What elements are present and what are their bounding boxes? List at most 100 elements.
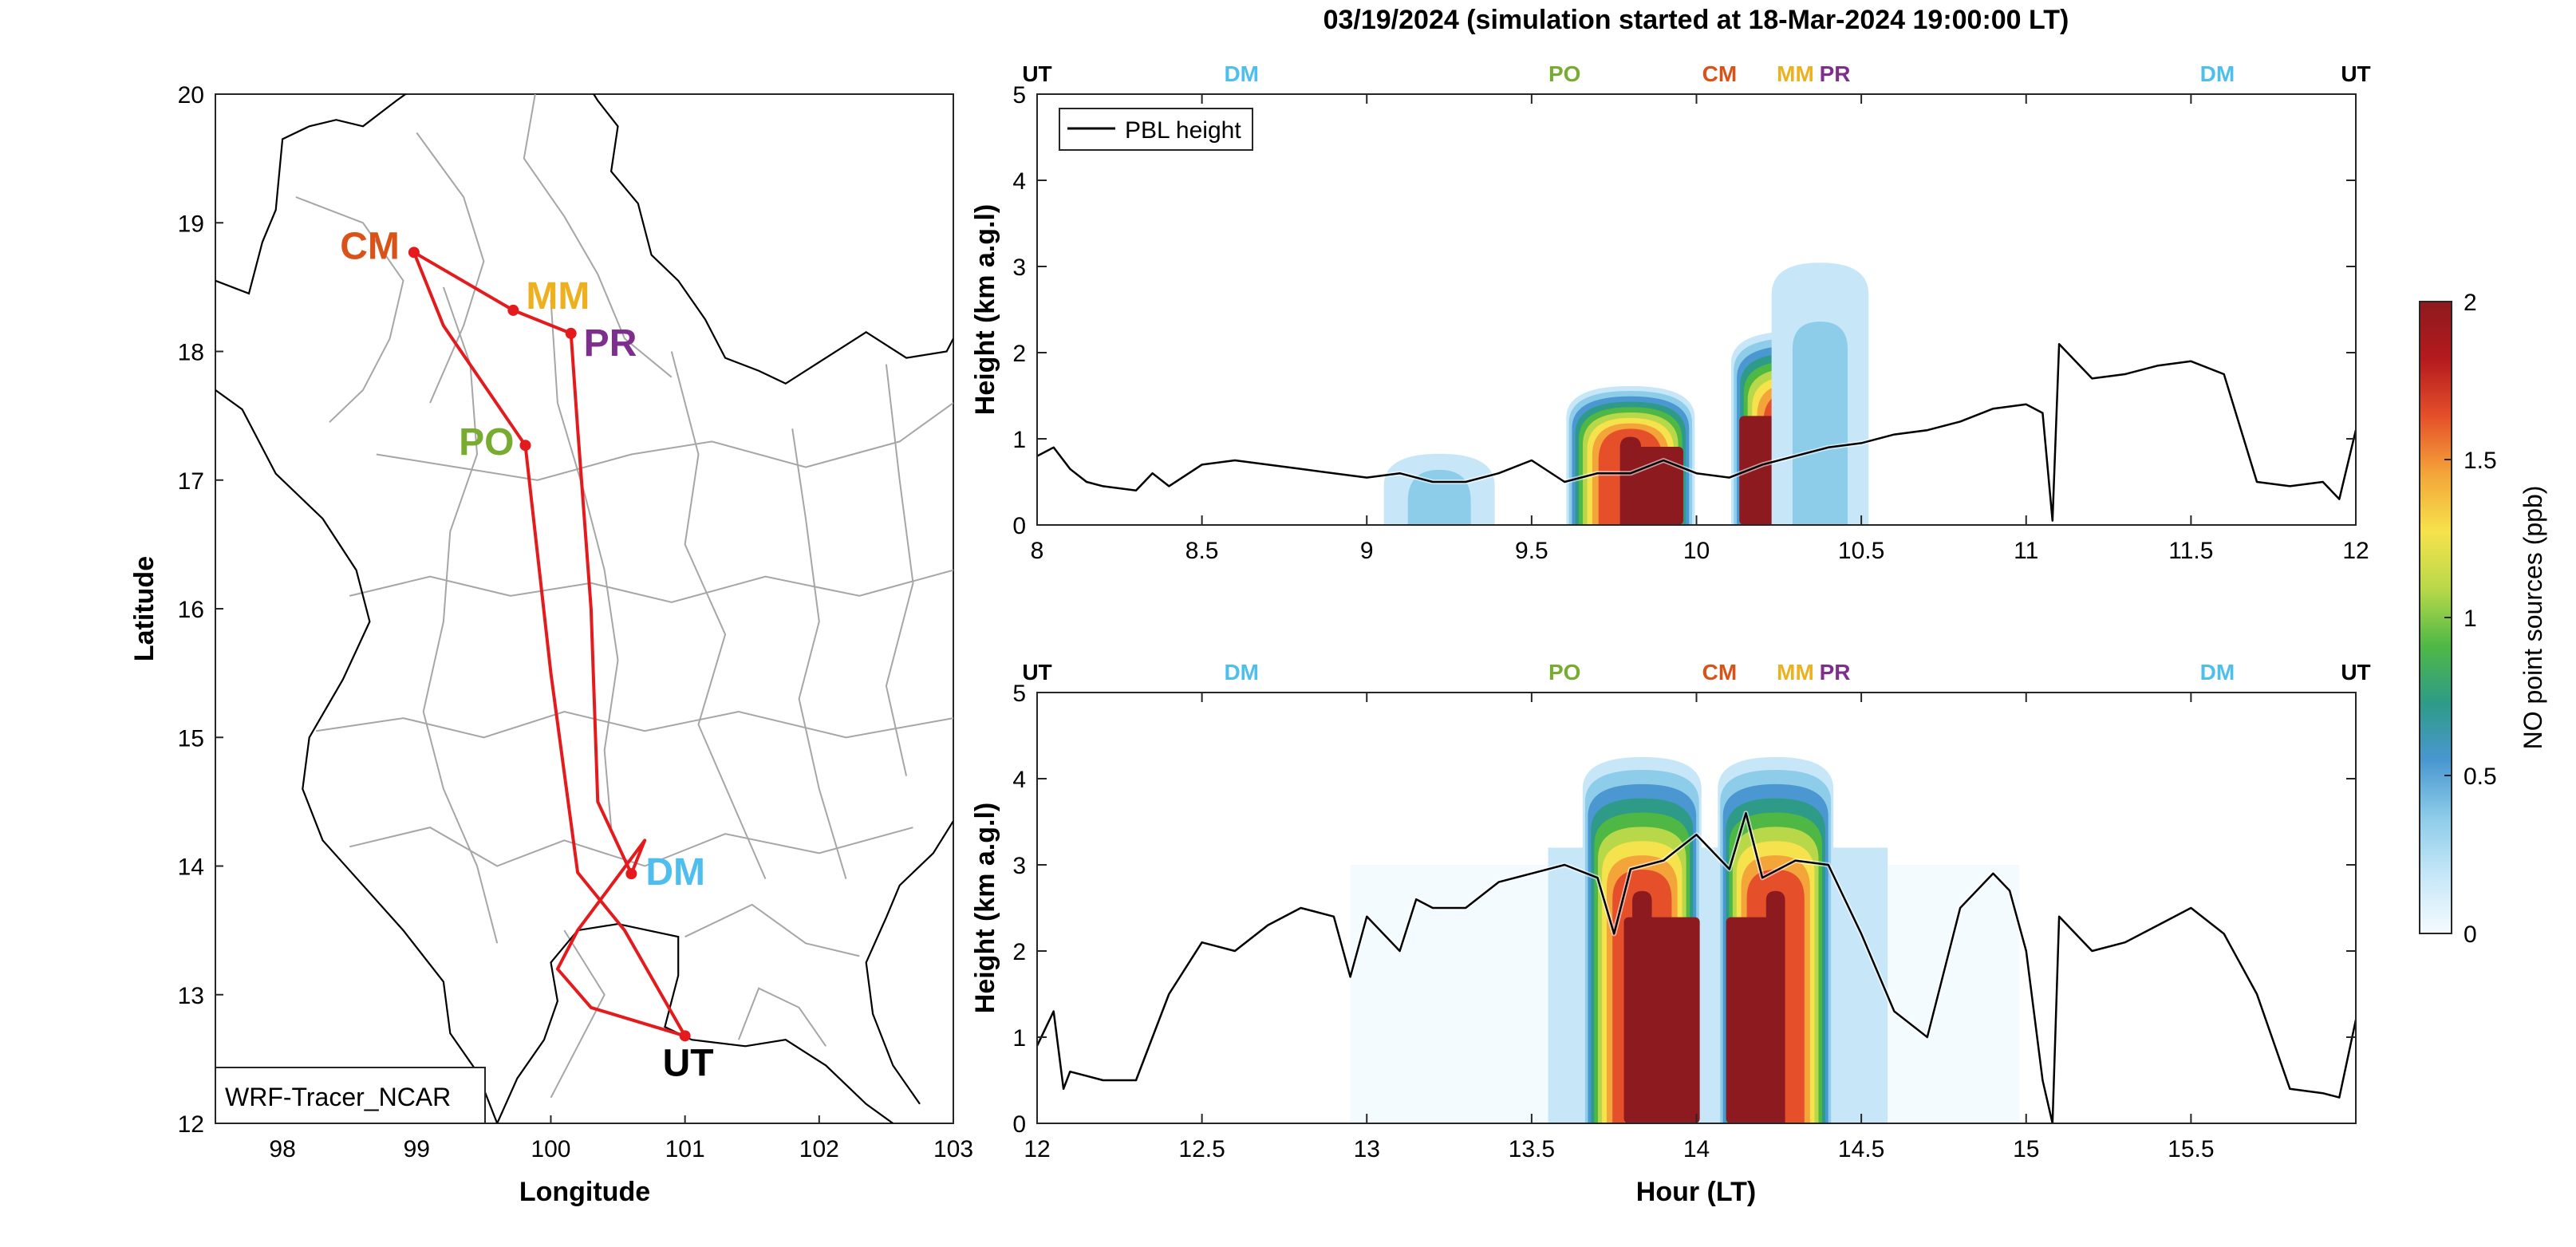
x-tick-label: 9 [1360,538,1374,564]
y-tick-label: 4 [1012,767,1026,793]
site-marker-label-mm: MM [1777,61,1814,86]
map-y-tick-label: 12 [178,1111,204,1138]
colorbar-label: NO point sources (ppb) [2519,486,2547,750]
site-marker-label-pr: PR [1820,61,1851,86]
map-source-label: WRF-Tracer_NCAR [225,1083,451,1111]
map-y-tick-label: 19 [178,211,204,237]
site-marker-label-dm: DM [2200,61,2235,86]
x-tick-label: 14.5 [1838,1136,1884,1162]
map-ticks-layer: 98 99 100 101 102 103 12 13 14 15 16 17 18 19 20 [178,82,973,1162]
map-outline-layer [215,94,953,1123]
map-y-tick-label: 17 [178,468,204,495]
x-tick-label: 9.5 [1515,538,1548,564]
site-marker-label-cm: CM [1702,660,1738,685]
province-boundary [523,94,673,378]
province-boundary [416,132,485,404]
map-y-tick-label: 13 [178,983,204,1009]
top-legend: PBL height [1059,108,1253,151]
top-site-markers: UT DM PO CM MM PR DM UT [1022,61,2370,86]
x-tick-label: 8 [1031,538,1044,564]
y-tick-label: 5 [1012,681,1026,707]
x-tick-label: 15.5 [2168,1136,2214,1162]
site-marker-label-mm: MM [1777,660,1814,685]
province-boundary [670,351,767,879]
colorbar-tick-label: 1.5 [2464,448,2497,474]
top-y-axis-label: Height (km a.g.l) [970,204,1000,415]
y-tick-label: 3 [1012,853,1026,879]
site-marker-label-cm: CM [1702,61,1738,86]
map-x-tick-label: 101 [665,1136,705,1162]
colorbar-tick-label: 2 [2464,290,2477,316]
y-tick-label: 2 [1012,939,1026,965]
country-boundary [215,94,953,385]
province-boundary [550,299,619,828]
x-tick-label: 14 [1683,1136,1710,1162]
map-track-layer [412,251,687,1038]
map-x-tick-label: 102 [799,1136,839,1162]
tracer-core-bottom-1 [1726,917,1779,1123]
map-y-tick-label: 18 [178,340,204,366]
map-x-tick-label: 99 [404,1136,430,1162]
province-boundary [315,710,953,739]
top-pbl-layer [1037,341,2356,523]
map-y-tick-label: 16 [178,597,204,623]
y-tick-label: 1 [1012,1025,1026,1052]
x-tick-label: 10.5 [1838,538,1884,564]
site-label-po: PO [459,421,514,464]
x-tick-label: 13.5 [1509,1136,1555,1162]
top-axes-frame [1037,94,2356,525]
pbl-height-line [1037,811,2356,1123]
y-tick-label: 0 [1012,1111,1026,1138]
site-marker-label-ut: UT [2341,61,2370,86]
site-marker-label-dm: DM [2200,660,2235,685]
pbl-height-line [1037,342,2356,522]
site-label-mm: MM [526,275,590,318]
province-boundary [885,364,914,776]
colorbar-ticks-layer: 0 0.5 1 1.5 2 [2444,290,2497,948]
x-tick-label: 11 [2014,538,2038,564]
bottom-pbl-layer [1037,811,2356,1123]
site-marker-label-ut: UT [1022,61,1051,86]
site-marker-label-ut: UT [2341,660,2370,685]
y-tick-label: 5 [1012,82,1026,109]
site-label-ut: UT [663,1042,714,1084]
site-label-cm: CM [340,225,400,267]
site-label-pr: PR [584,322,637,365]
site-marker-label-pr: PR [1820,660,1851,685]
x-tick-label: 13 [1354,1136,1380,1162]
bottom-y-axis-label: Height (km a.g.l) [970,803,1000,1013]
tracer-plume-top-3 [1792,322,1848,525]
colorbar: 0 0.5 1 1.5 2 NO point sources (ppb) [2419,290,2547,948]
y-tick-label: 4 [1012,168,1026,195]
x-tick-label: 15 [2013,1136,2039,1162]
site-marker-label-dm: DM [1224,660,1259,685]
country-boundary [865,820,953,1105]
site-marker-ut [679,1030,691,1042]
province-boundary [295,196,404,423]
map-x-tick-label: 100 [531,1136,570,1162]
x-tick-label: 12 [2342,538,2369,564]
colorbar-tick-label: 0.5 [2464,764,2497,790]
province-boundary [791,428,847,879]
bottom-x-axis-label: Hour (LT) [1636,1177,1756,1207]
y-tick-label: 1 [1012,427,1026,453]
site-marker-label-ut: UT [1022,660,1051,685]
map-y-tick-label: 20 [178,82,204,109]
map-x-tick-label: 103 [933,1136,973,1162]
province-boundary [550,929,606,1099]
province-boundary [349,827,913,867]
x-tick-label: 11.5 [2168,538,2213,564]
site-marker-dm [625,868,637,880]
site-marker-label-po: PO [1548,660,1580,685]
map-y-tick-label: 15 [178,725,204,752]
province-boundary [349,569,953,603]
site-label-dm: DM [645,851,705,894]
map-axes-frame [215,93,954,1124]
x-tick-label: 10 [1683,538,1710,564]
site-marker-mm [507,304,519,316]
